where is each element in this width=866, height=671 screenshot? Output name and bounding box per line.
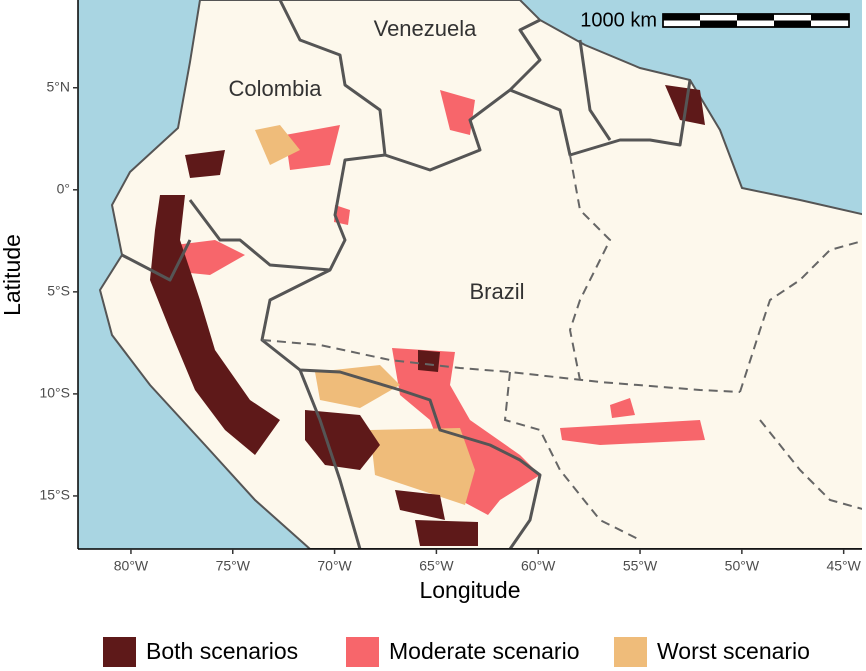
x-tick-label: 80°W — [114, 558, 149, 574]
place-label: Brazil — [469, 279, 524, 304]
place-label: Colombia — [229, 76, 323, 101]
habitat-patch — [440, 90, 475, 135]
x-axis-title: Longitude — [419, 577, 520, 603]
habitat-patch — [305, 410, 380, 470]
country-border — [384, 18, 542, 172]
x-tick-label: 65°W — [419, 558, 454, 574]
legend-swatch — [614, 637, 647, 667]
habitat-patch — [395, 490, 445, 520]
y-tick-label: 0° — [57, 181, 70, 197]
habitat-patch — [560, 420, 705, 445]
habitat-patch — [392, 348, 540, 515]
place-label: Venezuela — [374, 16, 478, 41]
y-tick-label: 15°S — [39, 487, 70, 503]
habitat-patches — [150, 85, 705, 546]
country-border — [188, 0, 387, 272]
state-border — [261, 339, 741, 393]
country-border — [298, 369, 362, 549]
state-border — [503, 371, 641, 541]
habitat-patch — [175, 240, 245, 275]
habitat-patch — [418, 350, 440, 372]
legend-label: Moderate scenario — [389, 638, 580, 664]
x-tick-label: 75°W — [216, 558, 251, 574]
x-tick-label: 55°W — [623, 558, 658, 574]
x-tick-label: 50°W — [725, 558, 760, 574]
habitat-patch — [150, 195, 280, 455]
x-tick-label: 45°W — [826, 558, 861, 574]
y-tick-label: 10°S — [39, 385, 70, 401]
legend-swatch — [103, 637, 136, 667]
legend-label: Worst scenario — [657, 638, 810, 664]
legend-label: Both scenarios — [146, 638, 298, 664]
country-border — [121, 239, 192, 282]
y-tick-label: 5°S — [47, 283, 70, 299]
y-axis-title: Latitude — [0, 234, 25, 316]
state-border — [568, 154, 612, 381]
state-border — [759, 419, 862, 510]
habitat-patch — [415, 520, 478, 546]
habitat-patch — [255, 125, 300, 165]
country-border — [578, 39, 612, 141]
habitat-patch — [185, 150, 225, 178]
scale-bar — [662, 13, 850, 28]
y-tick-label: 5°N — [47, 78, 71, 94]
legend-swatch — [346, 637, 379, 667]
x-tick-label: 60°W — [521, 558, 556, 574]
x-tick-label: 70°W — [317, 558, 352, 574]
map-panel: Venezuela Colombia Brazil 1000 km — [78, 0, 862, 549]
state-border — [739, 240, 862, 393]
habitat-patch — [610, 398, 635, 418]
habitat-patch — [285, 125, 340, 170]
scale-bar-label: 1000 km — [580, 9, 657, 31]
habitat-patch — [315, 365, 400, 408]
country-border — [509, 79, 692, 157]
habitat-patch — [370, 428, 475, 505]
